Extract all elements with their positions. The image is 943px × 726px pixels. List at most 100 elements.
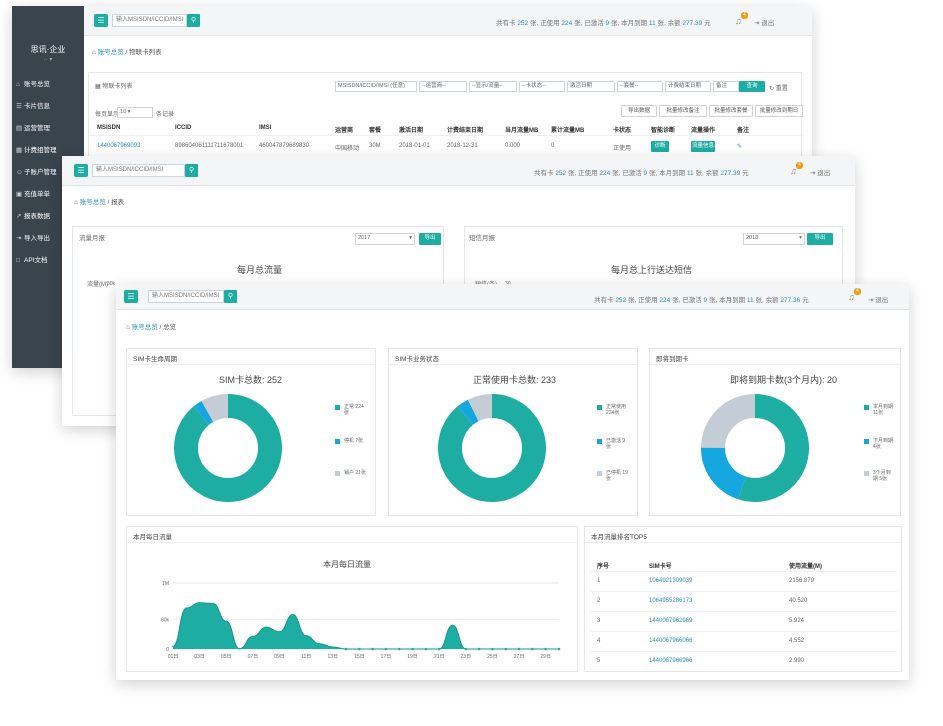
row-divider xyxy=(89,135,803,136)
table-cell[interactable]: 1440067969093 xyxy=(97,143,141,149)
sim-number-link[interactable]: 1440067966066 xyxy=(649,638,693,644)
search-input[interactable]: 输入MSISDN/ICCID/IMSI xyxy=(92,164,185,177)
y-tick-label: 1M xyxy=(162,581,169,587)
rank-cell: 1 xyxy=(597,578,601,584)
data-point xyxy=(305,635,307,637)
sidebar-item-home[interactable]: ⌂ 账号总览 xyxy=(16,78,50,88)
x-tick-label: 15日 xyxy=(354,654,365,660)
table-cell[interactable]: 诊断 xyxy=(651,141,669,152)
breadcrumb-current: 报表 xyxy=(111,199,125,206)
sidebar-item-label: 报表数据 xyxy=(24,213,50,220)
sim-number-link[interactable]: 1440067962969 xyxy=(649,618,693,624)
table-cell: 898604061111711678001 xyxy=(175,143,244,149)
donut-slice-正常使用 xyxy=(438,394,546,502)
logout-link[interactable]: ⇥ 退出 xyxy=(810,170,831,177)
filter-field[interactable]: --显示/流量-- xyxy=(469,81,517,92)
data-point xyxy=(185,607,188,609)
filter-field[interactable]: 激活日期 xyxy=(567,81,615,92)
data-point xyxy=(238,647,241,650)
rank-cell: 3 xyxy=(597,618,601,624)
column-header: 累计流量MB xyxy=(551,128,585,134)
logout-link[interactable]: ⇥ 退出 xyxy=(754,20,775,27)
bell-icon[interactable]: ♫ xyxy=(790,166,797,176)
sim-lifecycle-panel: SIM卡生命周期 SIM卡总数: 252 正常 224张 停机 7张 销户 21张 xyxy=(126,348,376,516)
filter-field[interactable]: MSISDN/ICCID/IMSI (任意) xyxy=(335,81,417,92)
breadcrumb-root[interactable]: 账号总览 xyxy=(97,49,124,56)
row-divider xyxy=(591,591,897,592)
x-tick-label: 27日 xyxy=(514,654,525,660)
x-tick-label: 13日 xyxy=(327,654,338,660)
action-button[interactable]: 批量修改备注 xyxy=(659,105,707,117)
menu-toggle-button[interactable]: ☰ xyxy=(124,290,138,303)
sim-number-link[interactable]: 1064921309039 xyxy=(649,578,693,584)
data-point xyxy=(265,626,267,629)
sidebar-item-doc[interactable]: ▦ 计费组管理 xyxy=(16,144,57,154)
sidebar-item-label: 子账户管理 xyxy=(24,169,57,176)
menu-toggle-button[interactable]: ☰ xyxy=(94,14,108,27)
bell-icon[interactable]: ♫ xyxy=(848,292,855,302)
breadcrumb-current: 总览 xyxy=(163,324,177,331)
panel-title: SIM卡业务状态 xyxy=(389,349,637,365)
row-divider xyxy=(591,651,897,652)
chart-icon: ↗ xyxy=(16,213,22,220)
bell-icon[interactable]: ♫ xyxy=(735,16,742,26)
filter-field[interactable]: --卡状态-- xyxy=(519,81,565,92)
sidebar-item-file[interactable]: □ API文档 xyxy=(16,254,47,264)
year-select[interactable]: 2018 ▾ xyxy=(743,233,805,245)
top-bar: ☰ 输入MSISDN/ICCID/IMSI ⚲ 共有卡 252 张, 正使用 2… xyxy=(116,284,909,310)
table-cell[interactable]: 流量信息 xyxy=(691,141,715,152)
area-fill xyxy=(173,602,559,649)
y-tick: 30k xyxy=(107,281,116,287)
top-bar: ☰ 输入MSISDN/ICCID/IMSI ⚲ 共有卡 252 张, 正使用 2… xyxy=(84,6,812,36)
action-button[interactable]: 批量修改套餐 xyxy=(709,105,753,117)
sim-number-link[interactable]: 1440067966966 xyxy=(649,658,693,664)
doc-icon: ▦ xyxy=(16,147,23,154)
sidebar-item-label: 账号总览 xyxy=(24,81,50,88)
account-stats: 共有卡 252 张, 正使用 224 张, 已激活 9 张, 本月到期 11 张… xyxy=(594,297,809,304)
sidebar-item-user[interactable]: ☺子账户管理 xyxy=(16,166,57,176)
column-header: SIM卡号 xyxy=(649,564,672,570)
breadcrumb: ⌂ 账号总览 / 物联卡列表 xyxy=(92,49,162,56)
year-select[interactable]: 2017 ▾ xyxy=(355,233,415,245)
panel-title: 流量月报 xyxy=(79,235,105,242)
chart-title: 本月每日流量 xyxy=(323,560,371,569)
search-input[interactable]: 输入MSISDN/ICCID/IMSI xyxy=(148,290,224,303)
table-cell[interactable]: ✎ xyxy=(737,144,743,150)
usage-cell: 2156.879 xyxy=(789,578,815,584)
sim-number-link[interactable]: 1064955286173 xyxy=(649,598,693,604)
breadcrumb-root[interactable]: 账号总览 xyxy=(131,324,158,331)
legend-swatch xyxy=(335,405,340,410)
top-bar: ☰ 输入MSISDN/ICCID/IMSI ⚲ 共有卡 252 张, 正使用 2… xyxy=(62,156,855,186)
donut-slice-正常 xyxy=(174,394,282,502)
filter-field[interactable]: 备注 xyxy=(713,81,739,92)
export-button[interactable]: 导出 xyxy=(807,233,833,245)
donut-slice-3个月到期 xyxy=(701,394,809,502)
column-header: 流量操作 xyxy=(691,128,716,134)
sidebar-item-cart[interactable]: ▣ 充值单单 xyxy=(16,188,50,198)
search-button[interactable]: ⚲ xyxy=(224,290,237,303)
query-button[interactable]: 查询 xyxy=(739,81,765,92)
menu-toggle-button[interactable]: ☰ xyxy=(74,164,88,177)
action-button[interactable]: 批量修改到期日 xyxy=(755,105,803,117)
action-button[interactable]: 导出数据 xyxy=(621,105,657,117)
filter-field[interactable]: --套餐-- xyxy=(617,81,663,92)
filter-field[interactable]: 计费结束日期 xyxy=(665,81,711,92)
data-point xyxy=(318,642,321,645)
area-line xyxy=(172,602,559,650)
sidebar-item-chart[interactable]: ↗ 报表数据 xyxy=(16,210,50,220)
sidebar-item-list[interactable]: ☰ 卡片信息 xyxy=(16,100,50,110)
brand-dropdown[interactable]: ·· ▾ xyxy=(43,57,53,63)
search-input[interactable]: 输入MSISDN/ICCID/IMSI xyxy=(112,14,187,27)
search-button[interactable]: ⚲ xyxy=(185,164,198,177)
sidebar-item-card[interactable]: ▤ 运营管理 xyxy=(16,122,50,132)
page-size-select[interactable]: 10 ▾ xyxy=(117,107,153,118)
sidebar-item-import[interactable]: ⇥ 导入导出 xyxy=(16,232,50,242)
reset-button[interactable]: ↻ 重置 xyxy=(769,86,788,92)
breadcrumb-root[interactable]: 账号总览 xyxy=(79,199,106,206)
export-button[interactable]: 导出 xyxy=(419,233,441,245)
data-point xyxy=(464,647,468,651)
logout-link[interactable]: ⇥ 退出 xyxy=(868,297,889,304)
search-button[interactable]: ⚲ xyxy=(187,14,200,27)
filter-field[interactable]: --运营商-- xyxy=(419,81,467,92)
